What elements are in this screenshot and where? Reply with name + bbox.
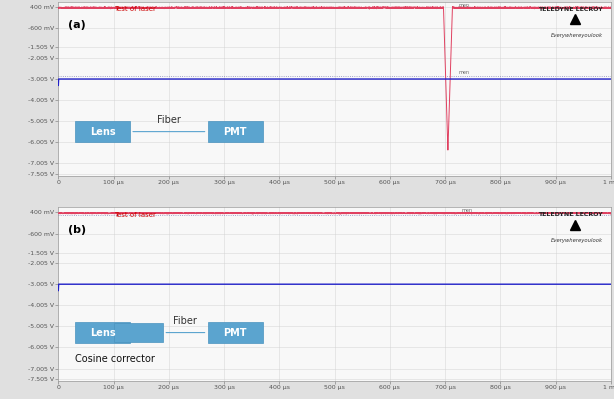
Text: Lens: Lens — [90, 328, 115, 338]
Bar — [75, 322, 130, 343]
Text: PMT: PMT — [223, 126, 247, 136]
Text: Fiber: Fiber — [174, 316, 197, 326]
Text: Everywhereyoulook: Everywhereyoulook — [551, 33, 602, 38]
Text: (b): (b) — [68, 225, 87, 235]
Text: TELEDYNE LECROY: TELEDYNE LECROY — [538, 212, 602, 217]
Bar — [75, 121, 130, 142]
Text: Test of laser: Test of laser — [114, 6, 155, 12]
Text: men: men — [462, 208, 473, 213]
Text: TELEDYNE LECROY: TELEDYNE LECROY — [538, 7, 602, 12]
Text: men: men — [459, 70, 470, 75]
Text: Everywhereyoulook: Everywhereyoulook — [551, 239, 602, 243]
Text: Lens: Lens — [90, 126, 115, 136]
Text: PMT: PMT — [223, 328, 247, 338]
Text: Fiber: Fiber — [157, 115, 181, 125]
Bar — [208, 322, 263, 343]
Bar — [208, 121, 263, 142]
Text: Test of laser: Test of laser — [114, 211, 155, 217]
Bar — [114, 323, 163, 342]
Text: Cosine corrector: Cosine corrector — [75, 354, 155, 363]
Text: (a): (a) — [68, 20, 86, 30]
Text: men: men — [459, 3, 470, 8]
